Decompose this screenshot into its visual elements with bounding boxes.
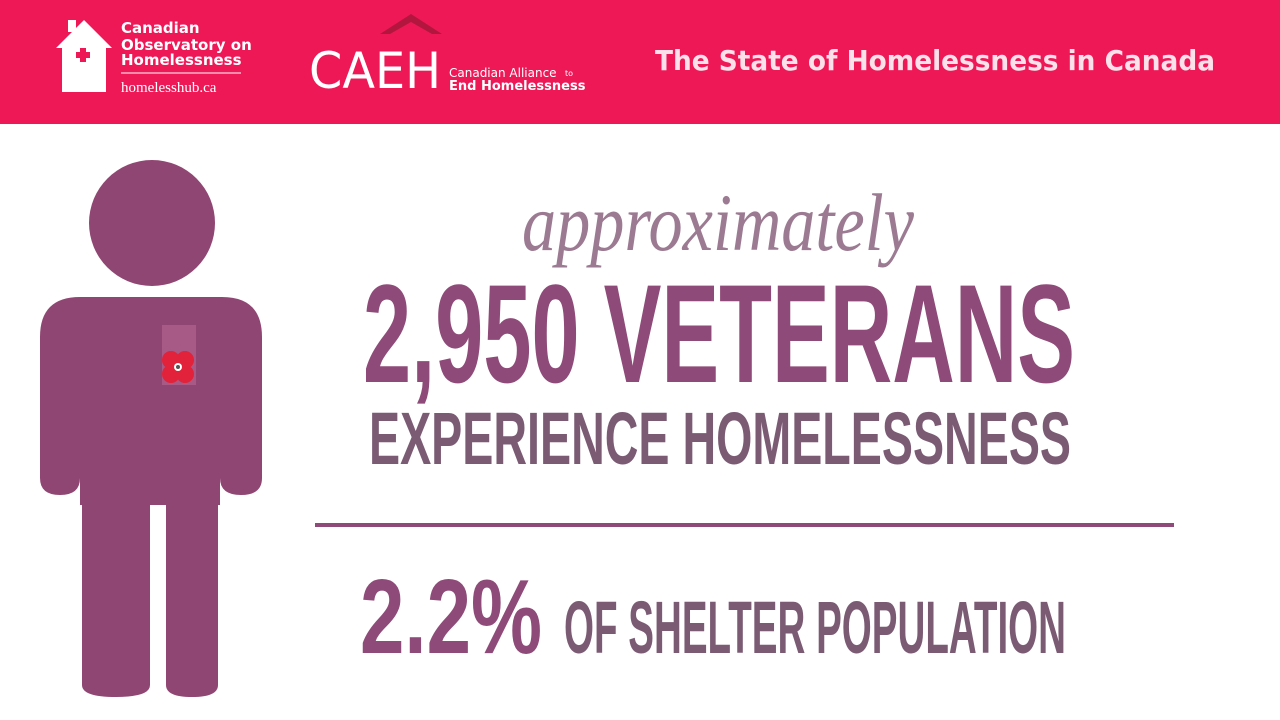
org1-url: homelesshub.ca (121, 80, 217, 96)
header-title: The State of Homelessness in Canada (655, 44, 1215, 77)
subhead: EXPERIENCE HOMELESSNESS (369, 397, 1071, 480)
qualifier: approximately (522, 177, 914, 268)
percent: 2.2% (360, 558, 542, 676)
org1-logo (56, 20, 112, 92)
caeh-name: to (565, 69, 573, 78)
caeh-roof (380, 14, 442, 34)
header-bar (0, 0, 1280, 124)
caeh-name: Canadian Alliance (449, 66, 557, 80)
poppy (162, 325, 196, 385)
person-figure (40, 160, 262, 697)
caeh-name: End Homelessness (449, 79, 586, 94)
caeh-acronym: CAEH (309, 42, 441, 100)
headline: 2,950 VETERANS (363, 255, 1075, 412)
percent-caption: OF SHELTER POPULATION (564, 586, 1066, 669)
org1-line: Observatory on (121, 36, 252, 54)
org1-line: Homelessness (121, 51, 242, 69)
org1-line: Canadian (121, 19, 200, 37)
